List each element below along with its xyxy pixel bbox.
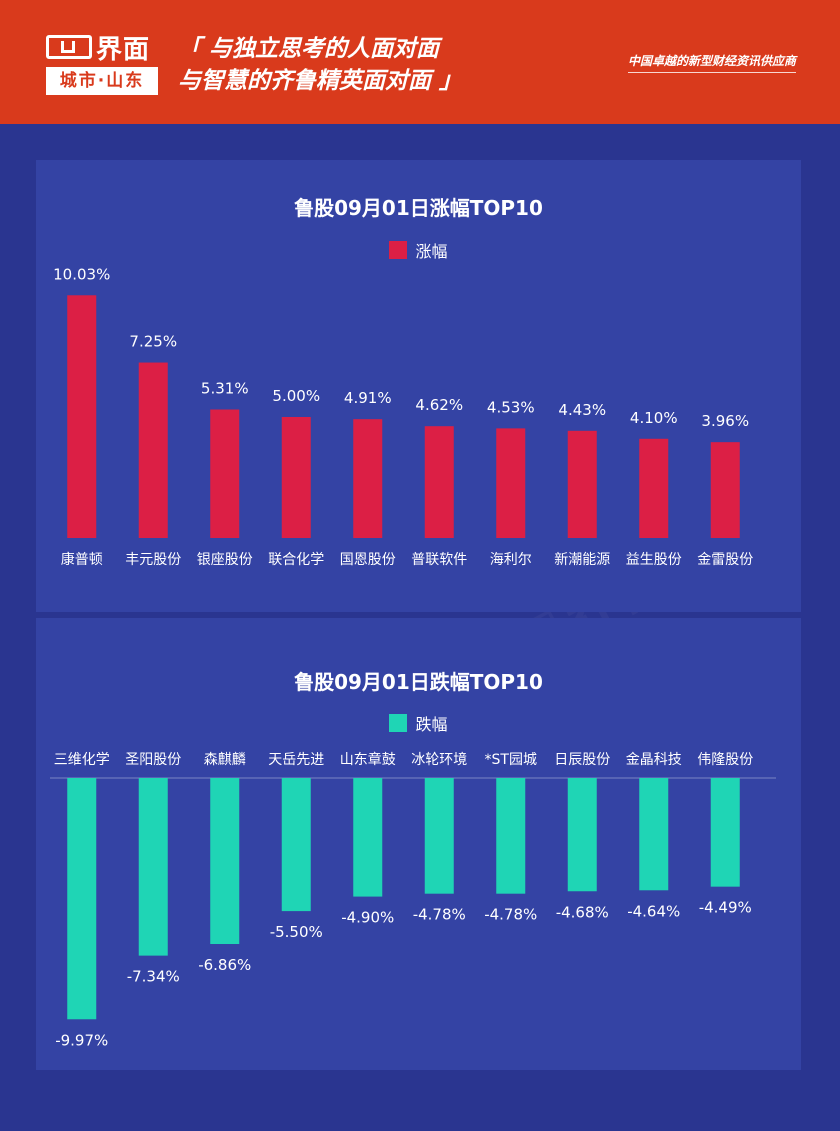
bar [210,409,240,538]
category-label: 银座股份 [197,552,253,568]
data-label: -6.86% [198,956,251,974]
gainers-bar-chart: 10.03% 康普顿 7.25% 丰元股份 5.31% 银座股份 5.00% 联合化学 4.91… [53,265,753,568]
chart-legend: 涨幅 [36,238,801,262]
logo: 界面 城市·山东 [46,30,158,95]
chart-legend: 跌幅 [36,711,801,735]
category-label: 海利尔 [490,552,532,568]
legend-label: 涨幅 [415,242,448,261]
bar [281,417,311,538]
category-label: 普联软件 [411,552,467,568]
bar [281,778,311,912]
category-label: 天岳先进 [268,752,324,768]
data-label: 10.03% [53,265,110,283]
legend-swatch [389,241,408,259]
data-label: -4.90% [341,909,394,927]
bar [424,778,454,894]
slogan: 「 与独立思考的人面对面 与智慧的齐鲁精英面对面 」 [178,33,462,97]
bar [353,419,383,538]
data-label: -4.64% [627,902,680,920]
category-label: 三维化学 [54,752,110,768]
bar [567,430,597,538]
bar [496,428,526,538]
bar [710,442,740,538]
data-label: -4.68% [556,903,609,921]
bar [567,778,597,892]
data-label: -9.97% [55,1031,108,1049]
data-label: 4.91% [344,389,392,407]
category-label: *ST园城 [485,752,537,768]
category-label: 益生股份 [626,552,682,568]
legend-label: 跌幅 [415,715,448,734]
gainers-chart-panel: 鲁股09月01日涨幅TOP10 涨幅 10.03% 康普顿 7.25% 丰元股份 5.3… [36,160,801,612]
bar [138,778,168,956]
bar [639,778,669,891]
chart-title: 鲁股09月01日跌幅TOP10 [294,670,543,694]
bar [639,438,669,538]
slogan-line-1: 「 与独立思考的人面对面 [178,36,440,62]
data-label: 4.53% [487,398,535,416]
category-label: 康普顿 [61,551,103,568]
category-label: 伟隆股份 [697,752,753,768]
bar [496,778,526,894]
bar [210,778,240,945]
category-label: 森麒麟 [204,752,246,768]
tagline: 中国卓越的新型财经资讯供应商 [627,52,796,73]
category-label: 新潮能源 [554,552,610,568]
data-label: 5.31% [201,379,249,397]
bar [424,426,454,538]
bar [138,362,168,538]
category-label: 冰轮环境 [411,752,467,768]
logo-mark-icon [46,35,92,59]
legend-swatch [389,714,408,732]
category-label: 丰元股份 [125,552,181,568]
category-label: 山东章鼓 [340,751,396,768]
logo-subtitle: 城市·山东 [46,67,158,95]
data-label: 3.96% [701,412,749,430]
data-label: 7.25% [129,333,177,351]
losers-chart-panel: 鲁股09月01日跌幅TOP10 跌幅 -9.97% 三维化学 -7.34% 圣阳股份 -… [36,618,801,1070]
losers-bar-chart: -9.97% 三维化学 -7.34% 圣阳股份 -6.86% 森麒麟 -5.50% 天岳先进 -… [50,751,776,1049]
logo-name: 界面 [96,34,151,65]
data-label: 5.00% [272,387,320,405]
data-label: 4.62% [415,396,463,414]
category-label: 日辰股份 [554,752,610,768]
data-label: 4.10% [630,409,678,427]
data-label: -4.49% [699,899,752,917]
data-label: 4.43% [558,401,606,419]
bar [67,295,97,538]
data-label: -7.34% [127,968,180,986]
category-label: 国恩股份 [340,552,396,568]
bar [67,778,97,1020]
data-label: -5.50% [270,923,323,941]
category-label: 圣阳股份 [125,752,181,768]
data-label: -4.78% [484,906,537,924]
slogan-line-2: 与智慧的齐鲁精英面对面 」 [178,68,463,94]
bar [710,778,740,887]
category-label: 金晶科技 [626,752,682,768]
category-label: 联合化学 [268,552,324,568]
category-label: 金雷股份 [697,552,753,568]
bar [353,778,383,897]
chart-title: 鲁股09月01日涨幅TOP10 [294,196,543,220]
data-label: -4.78% [413,906,466,924]
header-bar: 界面 城市·山东 「 与独立思考的人面对面 与智慧的齐鲁精英面对面 」 中国卓越… [0,0,840,124]
